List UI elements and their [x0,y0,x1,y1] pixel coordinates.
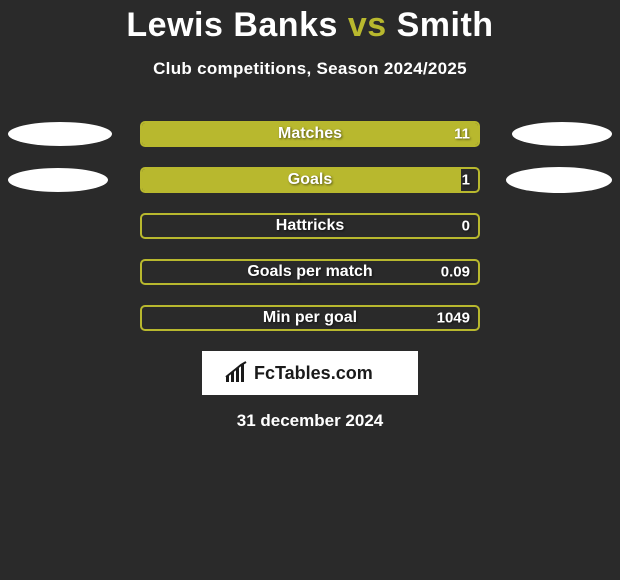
fctables-logo-icon: FcTables.com [220,358,400,388]
stat-bar: Goals per match 0.09 [140,259,480,285]
page-title: Lewis Banks vs Smith [0,0,620,45]
title-player1: Lewis Banks [126,6,337,44]
stat-label: Min per goal [263,309,357,327]
stat-row: Min per goal 1049 [0,305,620,331]
right-oval-icon [512,122,612,146]
comparison-infographic: Lewis Banks vs Smith Club competitions, … [0,0,620,580]
stat-bar: Hattricks 0 [140,213,480,239]
stat-label: Hattricks [276,217,344,235]
left-oval-icon [8,168,108,192]
title-player2: Smith [397,6,494,44]
right-oval-icon [506,167,612,193]
stat-row: Goals per match 0.09 [0,259,620,285]
stat-bar: Matches 11 [140,121,480,147]
subtitle: Club competitions, Season 2024/2025 [0,59,620,79]
stat-value: 1 [462,172,470,189]
stat-rows: Matches 11 Goals 1 Hattricks 0 Goals per match… [0,121,620,331]
stat-value: 1049 [437,310,470,327]
date-text: 31 december 2024 [0,411,620,431]
stat-bar: Min per goal 1049 [140,305,480,331]
title-vs: vs [348,6,387,44]
brand-badge: FcTables.com [202,351,418,395]
left-oval-icon [8,122,112,146]
stat-row: Matches 11 [0,121,620,147]
stat-label: Matches [278,125,342,143]
stat-value: 11 [454,126,470,143]
stat-label: Goals [288,171,332,189]
stat-bar: Goals 1 [140,167,480,193]
stat-value: 0.09 [441,264,470,281]
stat-row: Hattricks 0 [0,213,620,239]
stat-value: 0 [462,218,470,235]
brand-text: FcTables.com [254,363,373,383]
stat-row: Goals 1 [0,167,620,193]
stat-label: Goals per match [247,263,372,281]
